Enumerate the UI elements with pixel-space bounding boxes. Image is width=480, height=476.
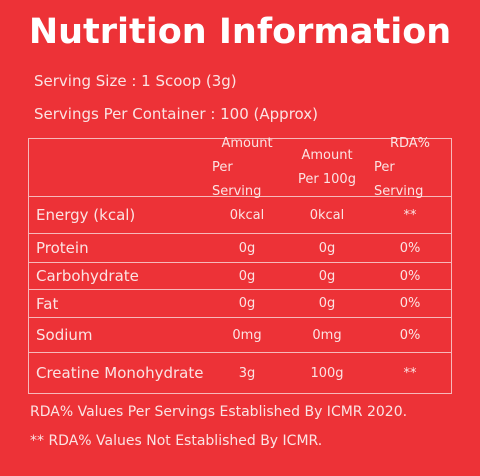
per-100g-value: 0g: [318, 268, 336, 284]
header-rda-per-serving: RDA% Per Serving: [374, 136, 446, 199]
table-row: Fat 0g 0g 0%: [29, 290, 451, 318]
table-row: Carbohydrate 0g 0g 0%: [29, 263, 451, 290]
table-row: Sodium 0mg 0mg 0%: [29, 318, 451, 353]
footnote-rda-not-established: ** RDA% Values Not Established By ICMR.: [30, 433, 323, 449]
serving-size: Serving Size : 1 Scoop (3g): [34, 72, 237, 90]
header-line: Amount: [301, 147, 353, 163]
per-serving-value: 3g: [238, 365, 256, 381]
table-header-row: Amount Per Serving Amount Per 100g RDA% …: [29, 136, 451, 199]
header-amount-per-serving: Amount Per Serving: [212, 136, 282, 199]
table-row: Protein 0g 0g 0%: [29, 234, 451, 263]
table-row: Creatine Monohydrate 3g 100g **: [29, 353, 451, 393]
rda-value: **: [403, 207, 417, 223]
footnote-rda-established: RDA% Values Per Servings Established By …: [30, 404, 408, 420]
per-100g-value: 0mg: [312, 327, 342, 343]
per-100g-value: 0g: [318, 296, 336, 311]
header-line: Per Serving: [212, 159, 262, 199]
per-serving-value: 0g: [238, 296, 256, 311]
nutrition-table: Amount Per Serving Amount Per 100g RDA% …: [28, 136, 452, 394]
rda-value: 0%: [399, 268, 421, 284]
page-title: Nutrition Information: [28, 12, 452, 52]
per-100g-value: 0g: [318, 240, 336, 256]
per-serving-value: 0g: [238, 240, 256, 256]
servings-per-container: Servings Per Container : 100 (Approx): [34, 105, 318, 123]
nutrient-name: Creatine Monohydrate: [36, 364, 204, 382]
rda-value: 0%: [399, 240, 421, 256]
rda-value: 0%: [399, 296, 421, 311]
table-row: Energy (kcal) 0kcal 0kcal **: [29, 197, 451, 234]
nutrient-name: Energy (kcal): [36, 206, 136, 224]
rda-value: 0%: [399, 327, 421, 343]
header-line: Amount: [221, 135, 273, 151]
header-amount-per-100g: Amount Per 100g: [287, 139, 367, 196]
header-line: Per Serving: [374, 159, 424, 199]
per-serving-value: 0kcal: [229, 207, 265, 223]
rda-value: **: [403, 365, 417, 381]
header-line: RDA%: [389, 135, 431, 151]
nutrient-name: Carbohydrate: [36, 267, 139, 285]
nutrient-name: Sodium: [36, 326, 93, 344]
nutrient-name: Fat: [36, 294, 59, 313]
per-serving-value: 0g: [238, 268, 256, 284]
per-100g-value: 100g: [310, 365, 344, 381]
header-line: Per 100g: [298, 171, 356, 187]
nutrient-name: Protein: [36, 239, 89, 257]
per-serving-value: 0mg: [232, 327, 262, 343]
per-100g-value: 0kcal: [309, 207, 345, 223]
